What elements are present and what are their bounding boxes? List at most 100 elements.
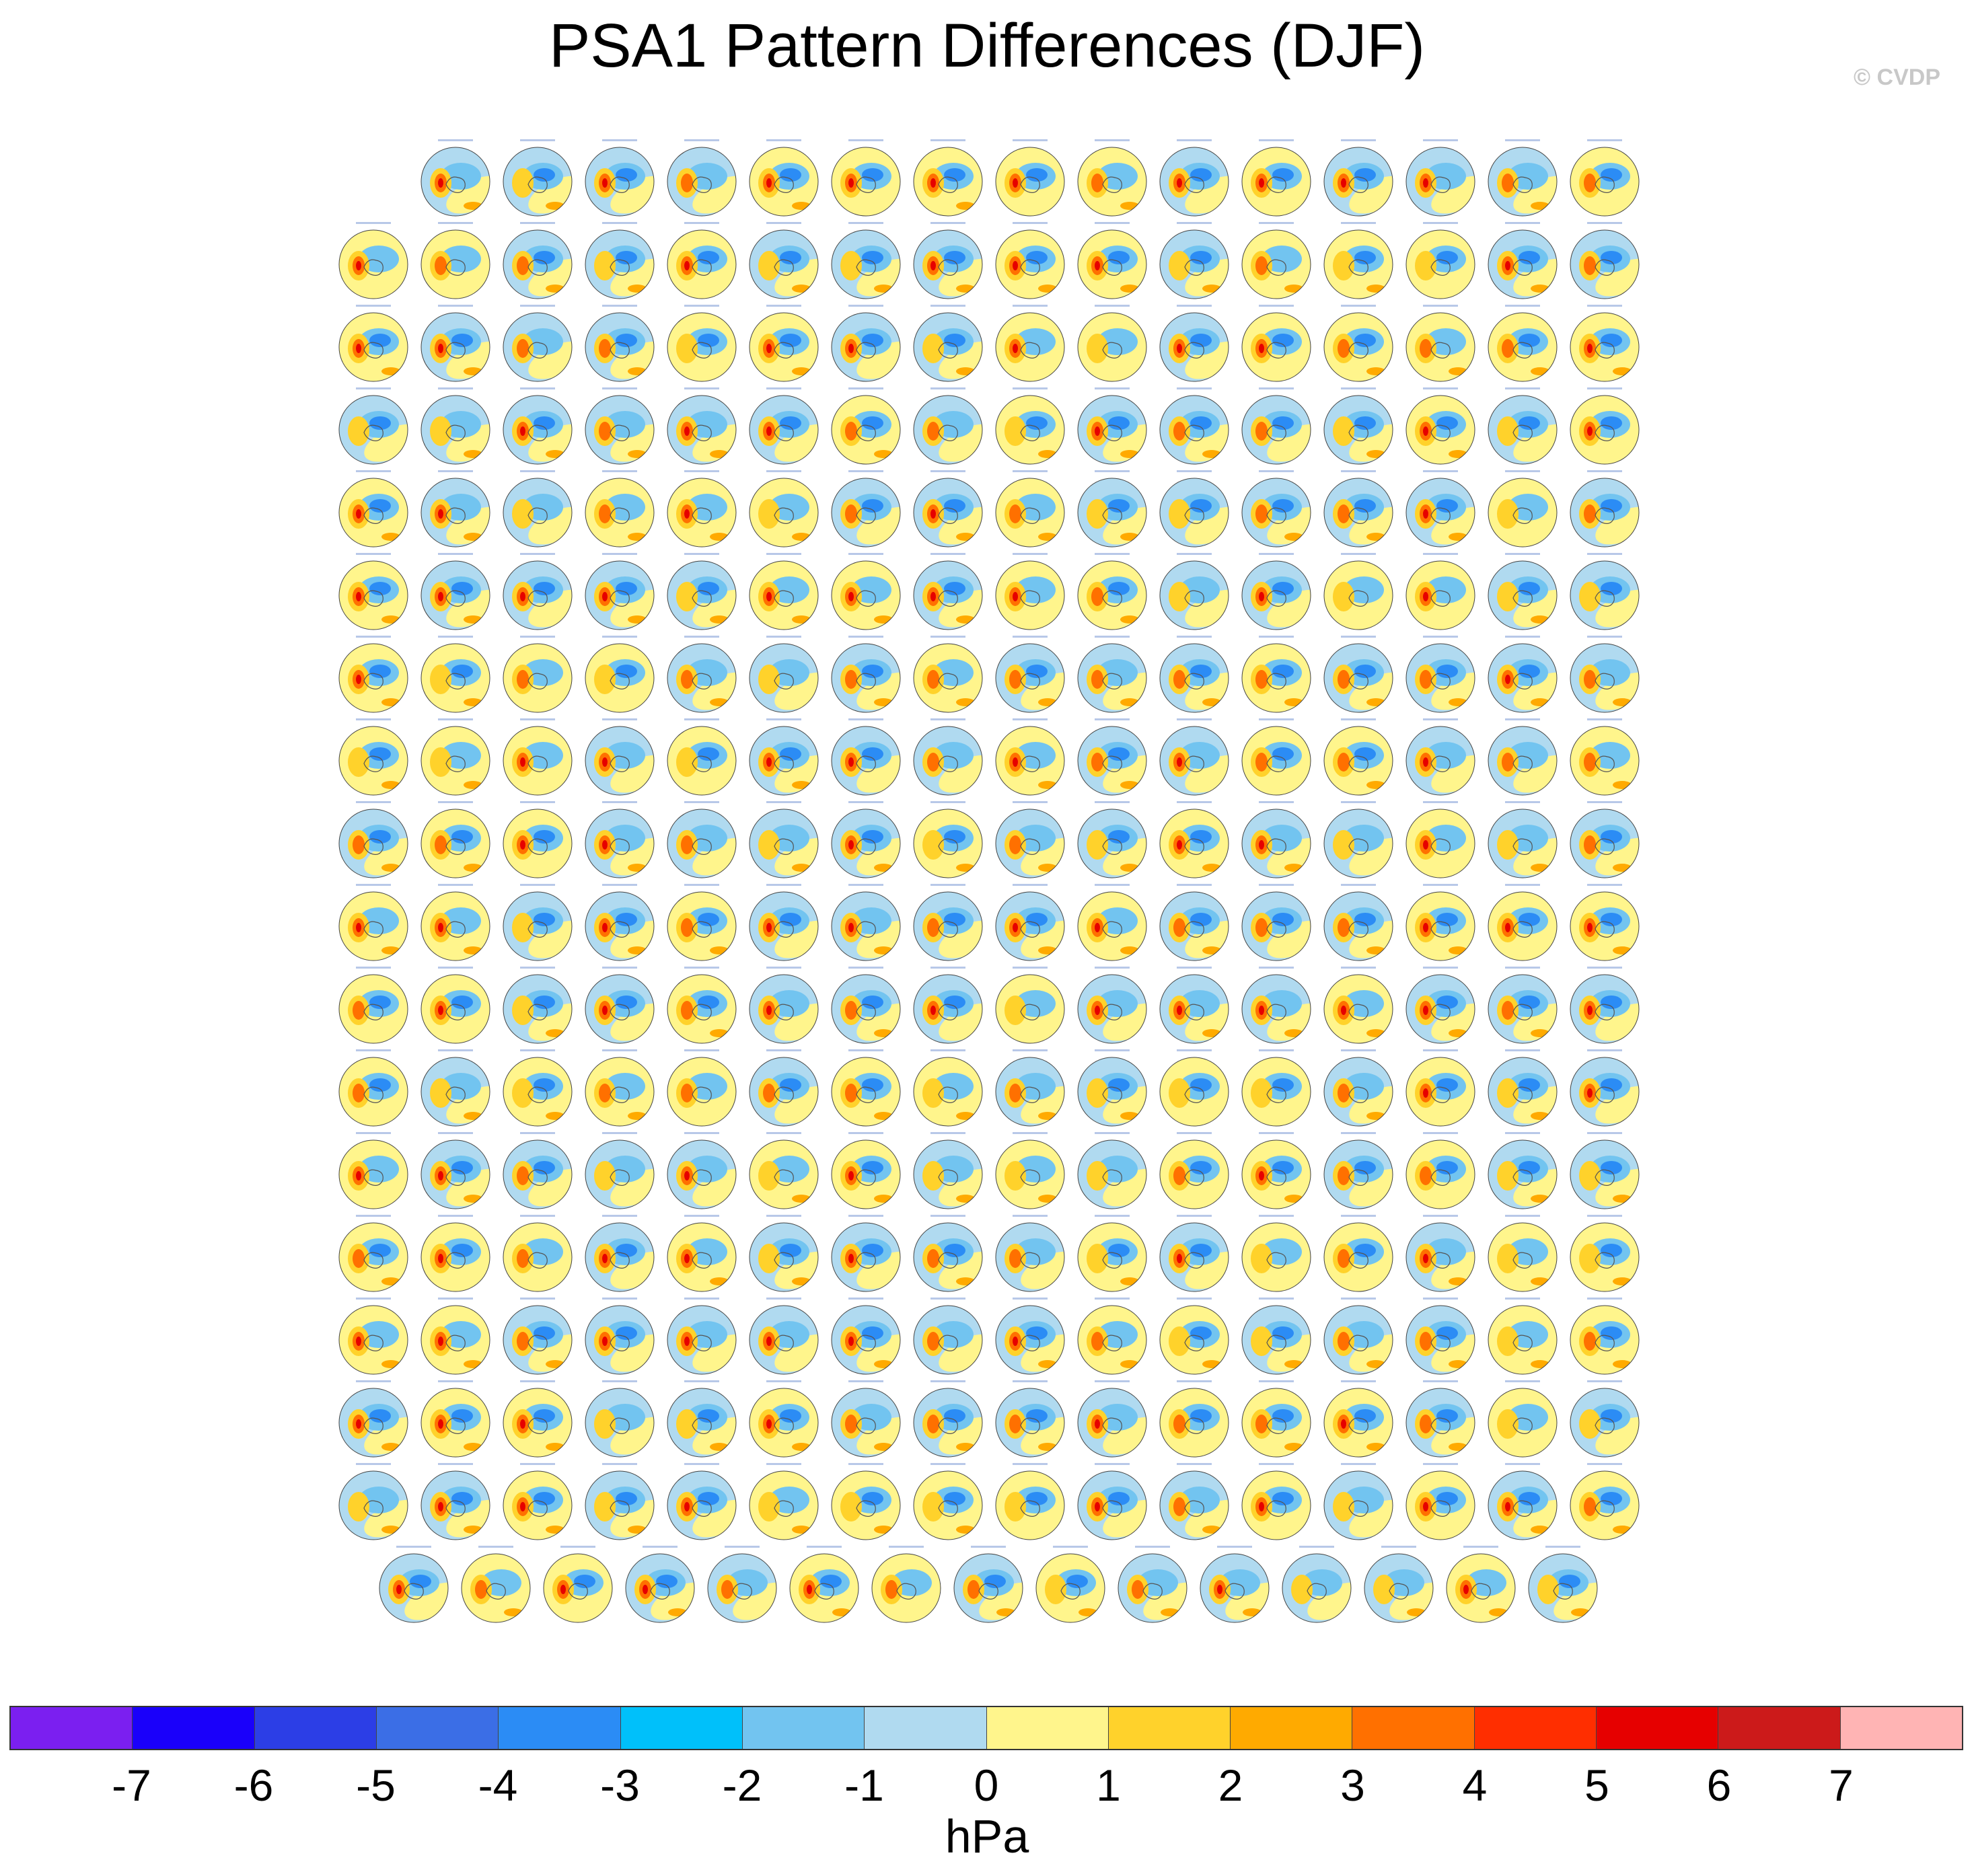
panel-caption — [1095, 139, 1130, 141]
polar-map-panel — [995, 884, 1065, 961]
panel-caption — [807, 1546, 842, 1548]
polar-map-panel — [913, 1049, 983, 1127]
polar-map-panel — [1323, 1380, 1393, 1458]
polar-map-panel — [667, 801, 737, 878]
polar-map-panel — [1488, 636, 1558, 713]
panel-caption — [684, 1215, 719, 1217]
panel-caption — [848, 553, 883, 555]
polar-map-panel — [1200, 1546, 1270, 1623]
polar-map-panel — [1241, 553, 1311, 630]
copyright-label: © CVDP — [1854, 65, 1940, 90]
panel-caption — [520, 718, 555, 720]
polar-map-panel — [667, 884, 737, 961]
panel-caption — [1587, 553, 1622, 555]
panel-caption — [1013, 1380, 1048, 1382]
panel-caption — [1299, 1546, 1334, 1548]
polar-map-panel — [1035, 1546, 1105, 1623]
panel-caption — [684, 553, 719, 555]
polar-map-panel — [995, 1215, 1065, 1292]
polar-map-panel — [1488, 553, 1558, 630]
polar-map-panel — [421, 470, 490, 548]
colorbar-swatch — [1352, 1707, 1475, 1749]
colorbar-swatch — [1231, 1707, 1353, 1749]
panel-caption — [1587, 139, 1622, 141]
panel-caption — [1177, 1298, 1212, 1300]
panel-caption — [1341, 636, 1376, 638]
panel-caption — [1587, 1215, 1622, 1217]
panel-caption — [602, 1380, 637, 1382]
panel-caption — [356, 1049, 391, 1051]
panel-caption — [1013, 1463, 1048, 1465]
panel-caption — [1259, 553, 1294, 555]
polar-map-panel — [379, 1546, 449, 1623]
polar-map-panel — [831, 470, 901, 548]
polar-map-panel — [585, 553, 655, 630]
panel-caption — [1095, 1380, 1130, 1382]
polar-map-panel — [995, 1380, 1065, 1458]
polar-map-panel — [338, 387, 408, 465]
panel-caption — [684, 967, 719, 969]
panel-caption — [1259, 470, 1294, 472]
panel-caption — [1341, 1049, 1376, 1051]
panel-caption — [1177, 718, 1212, 720]
polar-map-panel — [1323, 553, 1393, 630]
panel-caption — [643, 1546, 678, 1548]
panel-caption — [520, 1132, 555, 1134]
polar-map-panel — [585, 884, 655, 961]
polar-map-panel — [913, 884, 983, 961]
polar-map-panel — [585, 1215, 655, 1292]
polar-map-panel — [1488, 1132, 1558, 1209]
colorbar-tick-label: -3 — [600, 1760, 640, 1810]
polar-map-panel — [995, 801, 1065, 878]
polar-map-panel — [1159, 1215, 1229, 1292]
panel-caption — [1095, 1215, 1130, 1217]
polar-map-panel — [789, 1546, 859, 1623]
polar-map-panel — [338, 884, 408, 961]
polar-map-panel — [1159, 553, 1229, 630]
polar-map-panel — [1159, 636, 1229, 713]
polar-map-panel — [1405, 305, 1475, 382]
panel-caption — [1505, 636, 1540, 638]
polar-map-panel — [749, 553, 819, 630]
panel-caption — [1423, 1298, 1458, 1300]
polar-map-panel — [1570, 222, 1640, 299]
panel-caption — [848, 1298, 883, 1300]
panel-caption — [1013, 1215, 1048, 1217]
polar-map-panel — [871, 1546, 941, 1623]
colorbar-swatch — [620, 1707, 743, 1749]
panel-caption — [1259, 305, 1294, 307]
polar-map-panel — [1570, 1215, 1640, 1292]
panel-caption — [1505, 305, 1540, 307]
panel-caption — [930, 1463, 965, 1465]
panel-caption — [1505, 1049, 1540, 1051]
polar-map-panel — [338, 636, 408, 713]
panel-caption — [520, 1463, 555, 1465]
polar-map-panel — [667, 387, 737, 465]
colorbar-tick-label: -7 — [112, 1760, 151, 1810]
colorbar-tick-label: -4 — [478, 1760, 518, 1810]
panel-caption — [766, 801, 801, 803]
polar-map-panel — [831, 718, 901, 796]
panel-caption — [520, 553, 555, 555]
polar-map-panel — [995, 1132, 1065, 1209]
panel-caption — [1505, 139, 1540, 141]
panel-caption — [1095, 305, 1130, 307]
panel-caption — [1013, 222, 1048, 224]
panel-caption — [1341, 139, 1376, 141]
panel-caption — [684, 1380, 719, 1382]
polar-map-panel — [503, 222, 573, 299]
panel-caption — [1505, 1380, 1540, 1382]
panel-caption — [520, 801, 555, 803]
panel-caption — [1423, 305, 1458, 307]
polar-map-panel — [1570, 387, 1640, 465]
polar-map-panel — [421, 1215, 490, 1292]
panel-caption — [1095, 1132, 1130, 1134]
polar-map-panel — [338, 1463, 408, 1540]
panel-caption — [356, 222, 391, 224]
panel-caption — [396, 1546, 431, 1548]
polar-map-panel — [585, 139, 655, 217]
polar-map-panel — [1159, 470, 1229, 548]
panel-caption — [848, 139, 883, 141]
panel-caption — [1423, 1215, 1458, 1217]
polar-map-panel — [1488, 470, 1558, 548]
